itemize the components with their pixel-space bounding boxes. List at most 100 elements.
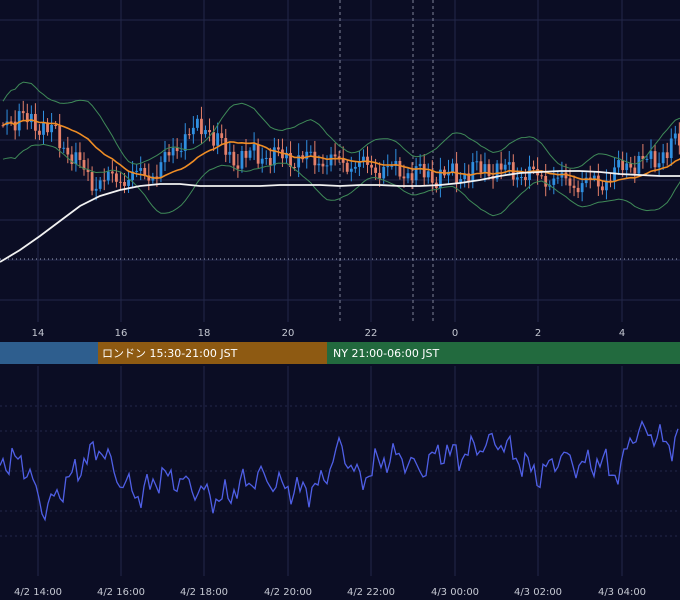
x-tick-label: 4 <box>619 328 625 339</box>
x-tick-label: 4/2 22:00 <box>347 587 395 598</box>
candle <box>471 153 475 189</box>
indicator-line <box>0 419 679 522</box>
x-tick-label: 2 <box>535 328 541 339</box>
x-tick-label: 4/2 18:00 <box>180 587 228 598</box>
candle <box>204 125 207 138</box>
candle <box>410 162 414 190</box>
candle <box>131 161 134 189</box>
candle <box>171 138 175 164</box>
candle <box>487 159 491 180</box>
price-chart[interactable] <box>0 0 680 322</box>
session-london <box>98 342 327 364</box>
candle <box>216 122 220 155</box>
candle <box>353 161 357 173</box>
candle <box>62 141 66 154</box>
candle <box>236 154 240 178</box>
candle <box>78 142 82 168</box>
candle <box>212 125 215 152</box>
candle <box>649 139 653 169</box>
candle <box>418 154 422 174</box>
x-tick-label: 4/2 20:00 <box>264 587 312 598</box>
session-tokyo <box>0 342 98 364</box>
candle <box>179 142 183 158</box>
candle <box>200 106 203 144</box>
candle <box>297 143 301 178</box>
candle <box>139 156 143 181</box>
candle <box>572 175 576 197</box>
candle <box>520 167 523 186</box>
x-tick-label: 4/2 16:00 <box>97 587 145 598</box>
candle <box>406 167 410 184</box>
candle <box>673 125 677 145</box>
candle <box>637 151 641 177</box>
candle <box>272 137 276 173</box>
candle <box>378 162 382 187</box>
candle <box>127 171 130 193</box>
candle <box>337 151 341 163</box>
candle <box>252 132 256 161</box>
candle <box>17 103 21 137</box>
x-tick-label: 0 <box>452 328 458 339</box>
candle <box>289 141 292 177</box>
candle <box>325 155 329 175</box>
candle <box>66 136 70 164</box>
candle <box>228 141 232 164</box>
candle <box>439 157 442 198</box>
price-x-axis: 14 16 18 20 22 0 2 4 <box>32 328 626 339</box>
candle <box>25 103 29 130</box>
candle <box>402 164 406 188</box>
candle <box>21 100 25 122</box>
candle <box>588 165 592 189</box>
candle <box>268 147 272 174</box>
candle <box>479 154 483 179</box>
candle <box>576 180 580 199</box>
candle <box>645 154 649 163</box>
indicator-grid <box>0 366 680 576</box>
x-tick-label: 14 <box>32 328 45 339</box>
candle <box>208 118 211 142</box>
candle <box>459 172 463 189</box>
candle <box>362 149 365 168</box>
candle <box>499 151 503 180</box>
candle <box>398 157 402 180</box>
moving-average-long <box>0 170 680 263</box>
candle <box>665 142 669 166</box>
indicator-chart[interactable] <box>0 366 680 576</box>
candle <box>633 155 637 183</box>
candle <box>467 164 471 189</box>
candle <box>183 123 187 160</box>
candle <box>605 169 608 200</box>
indicator-x-axis: 4/2 14:00 4/2 16:00 4/2 18:00 4/2 20:00 4/2 … <box>14 587 646 598</box>
candle <box>641 144 645 169</box>
candle <box>657 152 661 176</box>
candle <box>507 151 511 174</box>
candle <box>264 150 268 165</box>
candle <box>50 112 53 142</box>
candle <box>601 181 604 195</box>
candle <box>414 157 418 187</box>
candle <box>629 156 633 173</box>
candle <box>82 152 86 176</box>
candle <box>544 164 548 197</box>
candle <box>515 167 519 188</box>
moving-average-short <box>2 119 680 183</box>
x-tick-label: 18 <box>198 328 211 339</box>
candle <box>617 150 620 175</box>
candle <box>175 138 179 159</box>
candle <box>155 164 159 187</box>
session-ny <box>327 342 680 364</box>
candle <box>248 147 252 161</box>
candle <box>430 160 434 192</box>
session-bar: ロンドン 15:30-21:00 JST NY 21:00-06:00 JST <box>0 342 680 364</box>
candle <box>54 121 58 129</box>
bollinger-bands <box>2 81 680 217</box>
candle <box>196 115 199 131</box>
candle <box>115 166 118 188</box>
candle <box>240 145 244 173</box>
candle <box>341 146 345 173</box>
candle <box>483 152 487 182</box>
candle <box>426 163 430 184</box>
candle <box>74 142 78 172</box>
candle <box>317 155 321 173</box>
